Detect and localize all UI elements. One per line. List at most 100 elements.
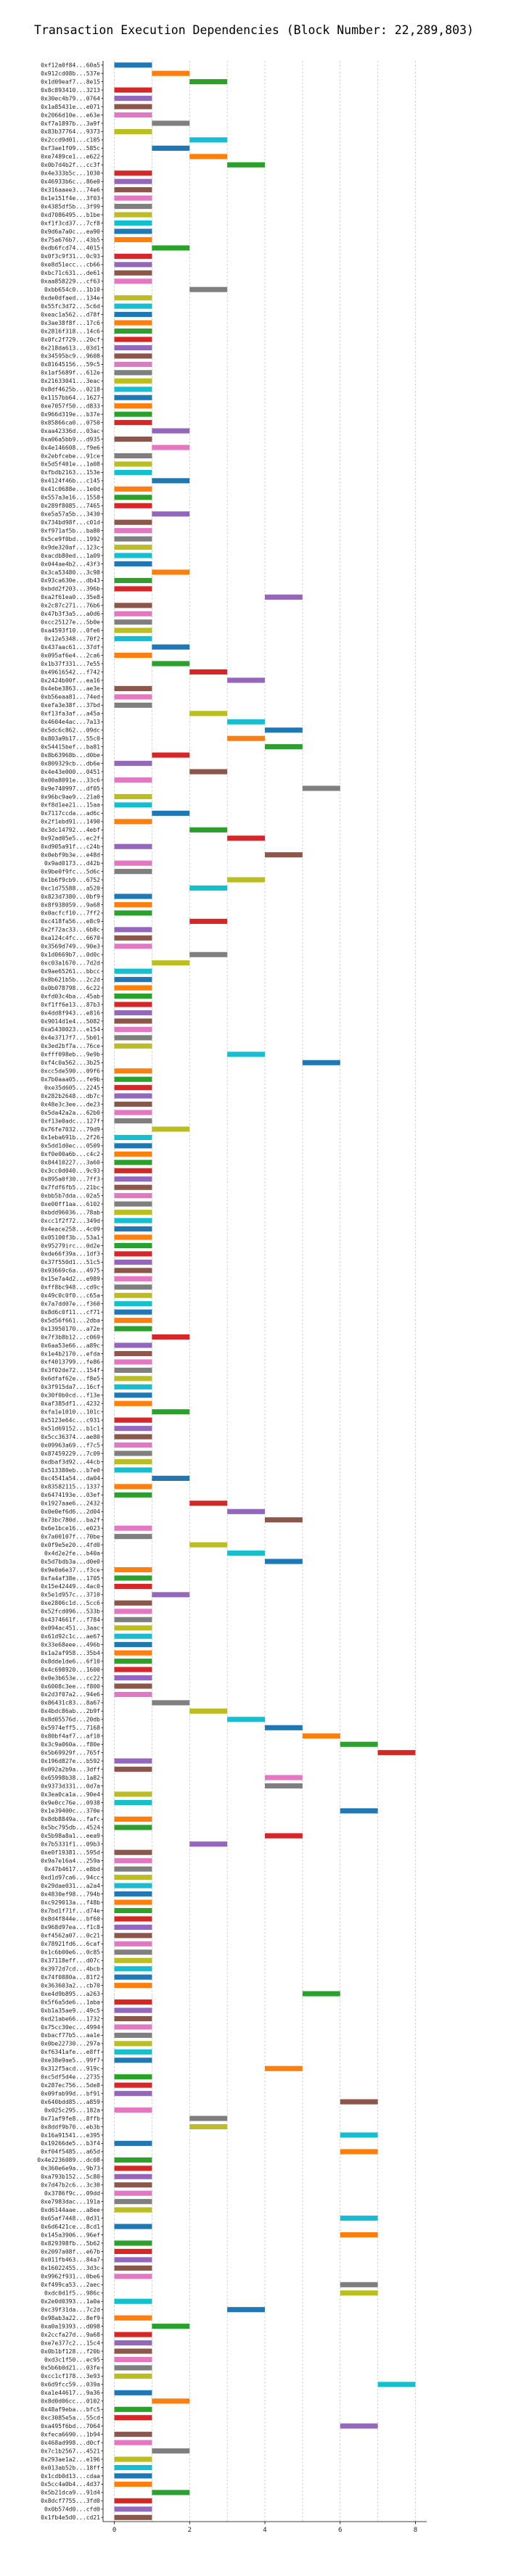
dependency-bar bbox=[114, 553, 152, 558]
tx-label: 0x15e42449...4ac0 bbox=[41, 1583, 100, 1590]
dependency-bar bbox=[114, 2049, 152, 2055]
dependency-bar bbox=[152, 644, 190, 650]
tx-label: 0x6008c3ee...f800 bbox=[41, 1683, 100, 1690]
dependency-bar bbox=[114, 1492, 152, 1498]
tx-label: 0x8d4f844e...bf60 bbox=[41, 1916, 100, 1923]
tx-label: 0xf4013799...fe86 bbox=[41, 1359, 100, 1366]
tx-label: 0x2f1ebd91...1490 bbox=[41, 819, 100, 825]
dependency-bar bbox=[114, 2024, 152, 2030]
dependency-bar bbox=[114, 944, 152, 949]
dependency-bar bbox=[114, 869, 152, 875]
tx-label: 0x287ec756...5de8 bbox=[41, 2082, 100, 2089]
tx-label: 0x0be22730...297a bbox=[41, 2041, 100, 2047]
tx-label: 0x196d827e...b592 bbox=[41, 1758, 100, 1764]
tx-label: 0x83582115...1337 bbox=[41, 1484, 100, 1490]
dependency-bar bbox=[114, 2406, 152, 2412]
dependency-bar bbox=[227, 1717, 265, 1722]
dependency-bar bbox=[114, 503, 152, 508]
tx-label: 0x2066d10e...e63e bbox=[41, 112, 100, 118]
tx-label: 0xc929013a...f48b bbox=[41, 1899, 100, 1906]
tx-label: 0x1b37f331...7e55 bbox=[41, 661, 100, 667]
tx-label: 0x5cc36374...ae80 bbox=[41, 1434, 100, 1440]
dependency-bar bbox=[114, 2340, 152, 2346]
dependency-bar bbox=[114, 935, 152, 941]
dependency-bar bbox=[114, 270, 152, 276]
dependency-bar bbox=[114, 395, 152, 400]
dependency-bar bbox=[114, 1093, 152, 1099]
tx-label: 0x1157bb64...1627 bbox=[41, 395, 100, 401]
tx-label: 0x1d0669b7...0d0c bbox=[41, 951, 100, 958]
tx-label: 0x21633041...3eac bbox=[41, 378, 100, 384]
tx-label: 0x0b7d4b2f...cc3f bbox=[41, 162, 100, 168]
tx-label: 0x3c9a060a...f80e bbox=[41, 1741, 100, 1748]
tx-label: 0x4e2236089...dc08 bbox=[37, 2157, 100, 2163]
tx-label: 0x30ec4b79...0764 bbox=[41, 95, 100, 102]
tx-label: 0xe35d605...2245 bbox=[44, 1084, 100, 1091]
dependency-bar bbox=[114, 627, 152, 633]
tx-label: 0x37118eff...d07c bbox=[41, 1957, 100, 1964]
tx-label: 0x0f9e5e20...4fd0 bbox=[41, 1542, 100, 1548]
tx-label: 0x1cdb0d13...cdaa bbox=[41, 2473, 100, 2480]
tx-label: 0x5ce9f0bd...1992 bbox=[41, 536, 100, 542]
tx-label: 0xde0dfaed...134e bbox=[41, 294, 100, 301]
dependency-bar bbox=[114, 62, 152, 68]
tx-label: 0xbdd2f203...396b bbox=[41, 586, 100, 593]
tx-label: 0x2ccfa27d...9a68 bbox=[41, 2332, 100, 2338]
dependency-bar bbox=[114, 519, 152, 525]
dependency-bar bbox=[114, 420, 152, 426]
dependency-bar bbox=[114, 1151, 152, 1157]
tx-label: 0x93669c6a...4975 bbox=[41, 1268, 100, 1274]
tx-label: 0x640bdd85...a859 bbox=[41, 2099, 100, 2105]
dependency-bar bbox=[114, 968, 152, 974]
dependency-bar bbox=[114, 1292, 152, 1298]
tx-label: 0x46933b6c...86e0 bbox=[41, 178, 100, 185]
tx-label: 0x6474193e...03ef bbox=[41, 1492, 100, 1498]
tx-label: 0x13950170...a72e bbox=[41, 1326, 100, 1332]
dependency-bar bbox=[114, 2007, 152, 2013]
dependency-bar bbox=[114, 1234, 152, 1240]
tx-label: 0x3ed2bf7a...76ce bbox=[41, 1043, 100, 1049]
tx-label: 0x1e39400c...370e bbox=[41, 1808, 100, 1815]
dependency-bar bbox=[114, 1667, 152, 1672]
tx-label: 0x84410227...3a60 bbox=[41, 1160, 100, 1166]
tx-label: 0x316aaee3...74e6 bbox=[41, 186, 100, 193]
tx-label: 0x095af6e4...2ca6 bbox=[41, 652, 100, 659]
dependency-bar bbox=[189, 1708, 228, 1714]
dependency-bar bbox=[265, 2065, 303, 2071]
dependency-bar bbox=[114, 204, 152, 210]
tx-label: 0x4830ef98...794b bbox=[41, 1891, 100, 1897]
x-tick-label: 2 bbox=[188, 2527, 192, 2534]
tx-label: 0xcc25127e...5b0e bbox=[41, 619, 100, 626]
tx-label: 0xcc1f2f72...349d bbox=[41, 1218, 100, 1224]
tx-label: 0x34595bc9...9608 bbox=[41, 353, 100, 360]
dependency-bar bbox=[265, 1833, 303, 1838]
tx-label: 0x37f550d1...51c5 bbox=[41, 1259, 100, 1266]
dependency-bar bbox=[114, 2108, 152, 2113]
dependency-bar bbox=[114, 2190, 152, 2196]
dependency-bar bbox=[114, 1350, 152, 1357]
tx-label: 0xc4541a54...da04 bbox=[41, 1475, 100, 1482]
tx-label: 0xa124c4fc...6670 bbox=[41, 935, 100, 941]
tx-label: 0x47b4617...e8bd bbox=[44, 1866, 100, 1873]
dependency-bar bbox=[189, 79, 228, 85]
dependency-bar bbox=[152, 1334, 190, 1340]
tx-label: 0xd905a91f...c24b bbox=[41, 843, 100, 850]
dependency-bar bbox=[114, 2174, 152, 2179]
dependency-bar bbox=[227, 1551, 265, 1556]
tx-label: 0xb56eaa81...74ed bbox=[41, 694, 100, 701]
dependency-bar bbox=[114, 1858, 152, 1864]
tx-label: 0x829398fb...5b62 bbox=[41, 2240, 100, 2247]
dependency-bar bbox=[227, 1508, 265, 1514]
dependency-bar bbox=[114, 1226, 152, 1232]
dependency-bar bbox=[114, 577, 152, 583]
dependency-bar bbox=[114, 977, 152, 983]
tx-label: 0x437aac61...37df bbox=[41, 644, 100, 651]
dependency-bar bbox=[114, 2481, 152, 2487]
tx-label: 0x8db8849a...fafc bbox=[41, 1816, 100, 1822]
tx-label: 0xaf385df1...4232 bbox=[41, 1400, 100, 1407]
tx-label: 0x3ae38f8f...17c6 bbox=[41, 320, 100, 326]
dependency-bar bbox=[114, 1284, 152, 1290]
tx-label: 0x5b69929f...765f bbox=[41, 1749, 100, 1756]
tx-label: 0x468ad998...d0cf bbox=[41, 2440, 100, 2446]
tx-label: 0x094ac451...3aac bbox=[41, 1625, 100, 1632]
